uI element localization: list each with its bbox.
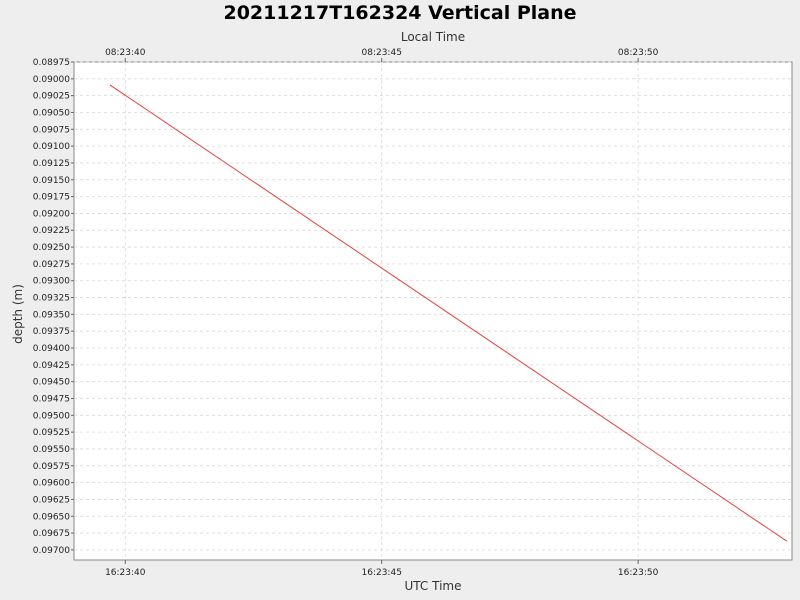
y-tick-label: 0.09575 — [33, 462, 70, 472]
x-tick-label-utc: 16:23:40 — [105, 568, 146, 578]
y-tick-label: 0.09125 — [33, 159, 70, 169]
x-tick-label-local: 08:23:50 — [618, 48, 659, 58]
y-tick-label: 0.09300 — [33, 277, 70, 287]
y-tick-label: 0.09550 — [33, 445, 70, 455]
y-tick-label: 0.09450 — [33, 378, 70, 388]
y-tick-label: 0.09425 — [33, 361, 70, 371]
y-tick-label: 0.09475 — [33, 394, 70, 404]
y-tick-label: 0.09250 — [33, 243, 70, 253]
y-tick-label: 0.09500 — [33, 411, 70, 421]
y-tick-label: 0.09400 — [33, 344, 70, 354]
series-layer — [109, 84, 788, 542]
x-tick-label-utc: 16:23:50 — [618, 568, 659, 578]
y-tick-label: 0.09600 — [33, 479, 70, 489]
y-tick-label: 0.09675 — [33, 529, 70, 539]
axes: 0.08975 0.09000 0.09025 0.09050 0.09075 0.091… — [33, 48, 659, 578]
y-tick-label: 0.09525 — [33, 428, 70, 438]
y-tick-label: 0.09350 — [33, 310, 70, 320]
grid — [74, 61, 792, 560]
y-tick-label: 0.09375 — [33, 327, 70, 337]
x-axis-label: UTC Time — [405, 579, 462, 593]
y-tick-label: 0.09050 — [33, 108, 70, 118]
y-tick-label: 0.09650 — [33, 512, 70, 522]
y-tick-label: 0.09075 — [33, 125, 70, 135]
y-tick-label: 0.08975 — [33, 58, 70, 68]
y-tick-label: 0.09625 — [33, 495, 70, 505]
top-axis-label: Local Time — [401, 30, 465, 44]
x-tick-label-utc: 16:23:45 — [362, 568, 402, 578]
y-tick-label: 0.09175 — [33, 193, 70, 203]
plot-area — [73, 61, 793, 561]
chart-title: 20211217T162324 Vertical Plane — [223, 2, 576, 24]
y-tick-label: 0.09200 — [33, 209, 70, 219]
x-tick-label-local: 08:23:45 — [362, 48, 402, 58]
y-tick-label: 0.09700 — [33, 546, 70, 556]
y-tick-label: 0.09150 — [33, 176, 70, 186]
y-tick-label: 0.09225 — [33, 226, 70, 236]
y-tick-label: 0.09100 — [33, 142, 70, 152]
y-tick-label: 0.09275 — [33, 260, 70, 270]
y-tick-label: 0.09025 — [33, 92, 70, 102]
y-tick-label: 0.09325 — [33, 294, 70, 304]
y-tick-label: 0.09000 — [33, 75, 70, 85]
x-tick-label-local: 08:23:40 — [105, 48, 146, 58]
depth-series-line — [109, 84, 788, 542]
y-axis-label: depth (m) — [11, 284, 25, 344]
